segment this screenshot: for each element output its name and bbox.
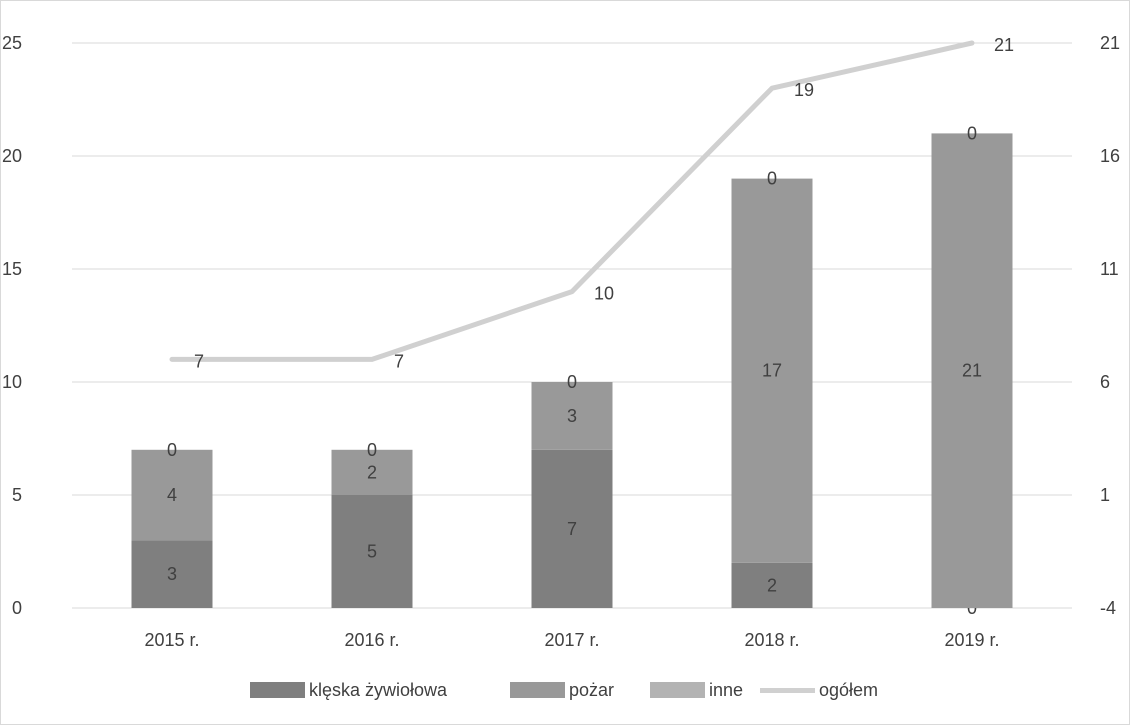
y2-tick-label: -4 (1100, 598, 1116, 618)
y2-tick-label: 21 (1100, 33, 1120, 53)
bar-segment (331, 495, 413, 608)
bar-data-label: 0 (767, 169, 777, 189)
legend-item-inne: inne (650, 675, 743, 705)
y2-tick-label: 11 (1100, 259, 1119, 279)
x-axis: 2015 r. 2016 r. 2017 r. 2018 r. 2019 r. (144, 630, 999, 650)
bar-segment (731, 178, 813, 563)
y-tick-label: 10 (2, 372, 22, 392)
bar-series: 34052073021700210 (131, 123, 1013, 618)
bar-segment (131, 540, 213, 608)
legend-item-pozar: pożar (510, 675, 614, 705)
x-tick-label: 2015 r. (144, 630, 199, 650)
y-axis-left: 0 5 10 15 20 25 (2, 33, 22, 618)
y-tick-label: 20 (2, 146, 22, 166)
y-tick-label: 15 (2, 259, 22, 279)
bar-data-label: 0 (367, 440, 377, 460)
y-tick-label: 25 (2, 33, 22, 53)
gridlines (72, 42, 1072, 609)
legend: klęska żywiołowa pożar inne ogółem (0, 675, 1130, 705)
bar-segment (931, 133, 1013, 608)
line-data-label: 19 (794, 80, 814, 100)
legend-swatch (650, 682, 705, 698)
bar-data-label: 2 (767, 575, 777, 595)
bar-data-label: 17 (762, 361, 782, 381)
y-tick-label: 0 (12, 598, 22, 618)
legend-label: klęska żywiołowa (309, 679, 448, 700)
x-tick-label: 2018 r. (744, 630, 799, 650)
bar-data-label: 4 (167, 485, 177, 505)
bar-data-label: 3 (167, 564, 177, 584)
legend-line (760, 687, 815, 693)
legend-label: ogółem (819, 679, 879, 700)
bar-data-label: 0 (567, 372, 577, 392)
legend-label: inne (709, 679, 744, 700)
bar-data-label: 7 (567, 519, 577, 539)
bar-data-label: 0 (967, 123, 977, 143)
x-tick-label: 2016 r. (344, 630, 399, 650)
bar-data-label: 21 (962, 361, 982, 381)
bar-segment (531, 449, 613, 608)
line-data-label: 10 (594, 284, 614, 304)
y-tick-label: 5 (12, 485, 22, 505)
bar-segment (731, 562, 813, 608)
x-tick-label: 2017 r. (544, 630, 599, 650)
x-tick-label: 2019 r. (944, 630, 999, 650)
line-data-label: 7 (394, 351, 404, 371)
legend-item-ogolem: ogółem (760, 675, 878, 705)
line-data-label: 21 (994, 35, 1014, 55)
bar-segment (131, 449, 213, 541)
line-data-label: 7 (194, 351, 204, 371)
y2-tick-label: 6 (1100, 372, 1110, 392)
legend-item-kleska: klęska żywiołowa (250, 675, 447, 705)
total-line (169, 40, 975, 362)
y2-tick-label: 16 (1100, 146, 1120, 166)
bar-segment (331, 449, 413, 495)
bar-data-label: 3 (567, 406, 577, 426)
bar-data-label: 5 (367, 542, 377, 562)
bar-data-label: 2 (367, 462, 377, 482)
legend-swatch (250, 682, 305, 698)
y2-tick-label: 1 (1100, 485, 1110, 505)
legend-swatch (510, 682, 565, 698)
bar-segment (531, 382, 613, 450)
legend-label: pożar (569, 679, 615, 700)
bar-data-label: 0 (167, 440, 177, 460)
line-series: 7 7 10 19 21 (169, 35, 1014, 371)
